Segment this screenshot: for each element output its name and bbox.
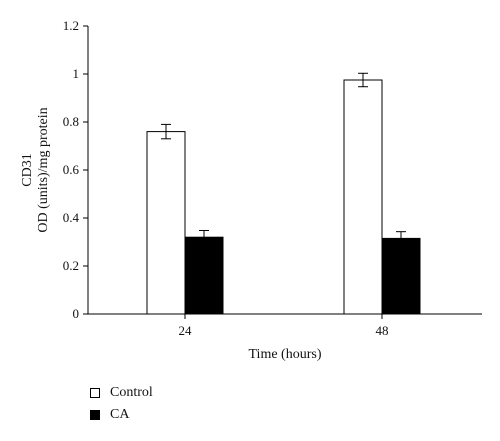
bar-control-48 xyxy=(343,79,383,315)
legend: Control CA xyxy=(90,383,153,427)
y-tick-label-3: 0.6 xyxy=(63,162,80,177)
legend-label-control: Control xyxy=(110,385,153,400)
y-axis-title-line2: OD (units)/mg protein xyxy=(36,107,51,232)
x-tick-label-1: 48 xyxy=(376,323,389,338)
bar-chart: 0 0.2 0.4 0.6 0.8 1 1.2 24 48 Time (hours) CD31… xyxy=(20,18,482,362)
legend-swatch-control xyxy=(90,388,100,398)
bar-ca-48 xyxy=(381,237,421,315)
y-tick-label-0: 0 xyxy=(73,306,80,321)
legend-label-ca: CA xyxy=(110,407,130,422)
y-tick-label-2: 0.4 xyxy=(63,210,80,225)
y-tick-label-4: 0.8 xyxy=(63,114,79,129)
bar-control-24 xyxy=(146,131,186,315)
x-axis-title: Time (hours) xyxy=(249,347,322,362)
y-axis-title-line1: CD31 xyxy=(20,153,35,186)
legend-item-ca: CA xyxy=(90,405,153,425)
x-tick-label-0: 24 xyxy=(179,323,193,338)
y-tick-label-6: 1.2 xyxy=(63,18,79,33)
y-tick-label-5: 1 xyxy=(73,66,80,81)
bar-ca-24 xyxy=(184,236,224,315)
y-tick-label-1: 0.2 xyxy=(63,258,79,273)
legend-item-control: Control xyxy=(90,383,153,403)
legend-swatch-ca xyxy=(90,410,100,420)
